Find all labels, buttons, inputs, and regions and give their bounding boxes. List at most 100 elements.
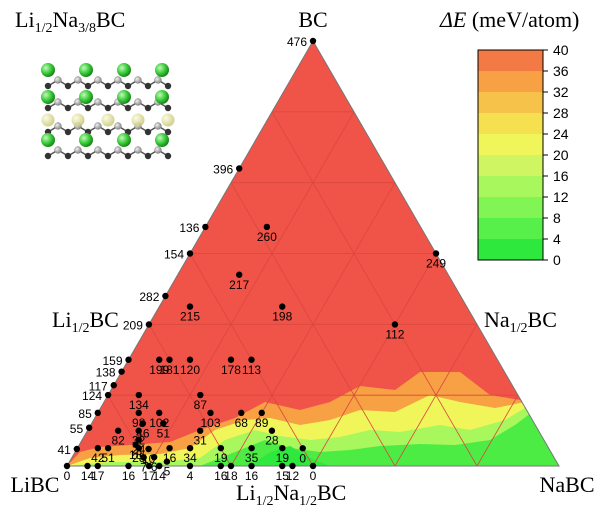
data-point bbox=[135, 391, 143, 399]
data-label: 217 bbox=[229, 278, 249, 292]
carbon-atom bbox=[104, 128, 112, 136]
data-point bbox=[258, 409, 265, 417]
data-point bbox=[156, 409, 163, 417]
data-label: 82 bbox=[111, 434, 125, 448]
data-point bbox=[104, 444, 112, 452]
data-label: 16 bbox=[163, 451, 177, 465]
data-label: 55 bbox=[70, 422, 84, 436]
data-point bbox=[156, 462, 163, 470]
data-label: 476 bbox=[287, 35, 307, 49]
data-label: 124 bbox=[82, 389, 102, 403]
data-label: 0 bbox=[64, 469, 71, 483]
boron-atom bbox=[134, 76, 142, 84]
vertex-label-top: BC bbox=[298, 7, 327, 32]
boron-atom bbox=[154, 146, 162, 154]
li-atom bbox=[155, 90, 169, 104]
data-label: 35 bbox=[245, 451, 259, 465]
data-point bbox=[84, 462, 91, 470]
data-label: 198 bbox=[272, 310, 292, 324]
boron-atom bbox=[134, 98, 142, 106]
data-label: 209 bbox=[123, 318, 143, 332]
boron-atom bbox=[74, 146, 82, 154]
data-label: 24 bbox=[132, 443, 146, 457]
data-label: 34 bbox=[183, 451, 197, 465]
data-label: 16 bbox=[122, 469, 136, 483]
data-label: 138 bbox=[96, 366, 116, 380]
carbon-atom bbox=[124, 152, 132, 160]
colorbar-band bbox=[478, 71, 543, 92]
data-point bbox=[160, 420, 167, 427]
carbon-atom bbox=[164, 82, 172, 90]
data-point bbox=[227, 356, 235, 363]
data-point bbox=[236, 165, 243, 172]
colorbar-band bbox=[478, 197, 543, 218]
carbon-atom bbox=[44, 152, 52, 160]
colorbar-band bbox=[478, 155, 543, 176]
data-label: 154 bbox=[164, 248, 184, 262]
colorbar-band bbox=[478, 176, 543, 197]
data-label: 6 bbox=[151, 460, 158, 474]
data-point bbox=[202, 223, 209, 231]
carbon-atom bbox=[64, 152, 72, 160]
colorbar-tick-label: 4 bbox=[553, 231, 561, 247]
data-point bbox=[279, 303, 286, 310]
data-point bbox=[135, 409, 142, 417]
data-point bbox=[248, 356, 255, 363]
carbon-atom bbox=[144, 104, 152, 112]
data-label: 85 bbox=[78, 407, 92, 421]
data-label: 178 bbox=[221, 363, 241, 377]
colorbar-tick-label: 12 bbox=[553, 189, 569, 205]
data-label: 120 bbox=[180, 363, 200, 377]
data-label: 199 bbox=[149, 363, 169, 377]
data-label: 0 bbox=[299, 451, 306, 465]
colorbar-band bbox=[478, 50, 543, 71]
data-label: 14 bbox=[81, 469, 95, 483]
data-point bbox=[145, 445, 152, 453]
vertex-label-right: NaBC bbox=[540, 472, 595, 497]
data-point bbox=[135, 427, 142, 434]
data-point bbox=[186, 356, 194, 363]
boron-atom bbox=[134, 146, 142, 154]
colorbar-tick-label: 0 bbox=[553, 252, 561, 268]
carbon-atom bbox=[44, 104, 52, 112]
boron-atom bbox=[114, 122, 122, 130]
carbon-atom bbox=[104, 104, 112, 112]
data-label: 181 bbox=[159, 363, 179, 377]
li-atom bbox=[117, 90, 131, 104]
data-label: 117 bbox=[89, 379, 108, 393]
data-label: 113 bbox=[242, 363, 261, 377]
data-label: 15 bbox=[276, 469, 290, 483]
structure-label: Li1/2Na3/8BC bbox=[15, 7, 125, 36]
data-label: 12 bbox=[286, 469, 300, 483]
colorbar-tick-label: 28 bbox=[553, 105, 569, 121]
boron-atom bbox=[154, 76, 162, 84]
data-point bbox=[289, 462, 296, 470]
region-green bbox=[67, 410, 559, 466]
data-point bbox=[432, 250, 440, 257]
carbon-atom bbox=[64, 82, 72, 90]
data-label: 102 bbox=[149, 416, 169, 430]
data-label: 215 bbox=[180, 310, 200, 324]
data-labels: 4763961361542822091591381171248555410260… bbox=[57, 35, 446, 483]
grid-line-na bbox=[476, 394, 519, 466]
data-point bbox=[156, 356, 163, 363]
carbon-atom bbox=[144, 152, 152, 160]
data-point bbox=[125, 462, 132, 470]
carbon-atom bbox=[104, 82, 112, 90]
data-point bbox=[248, 444, 255, 452]
colorbar-band bbox=[478, 218, 543, 239]
data-label: 17 bbox=[142, 469, 156, 483]
grid-line-na bbox=[148, 111, 355, 466]
data-point bbox=[163, 458, 171, 465]
data-point bbox=[263, 223, 271, 231]
data-point bbox=[114, 427, 122, 434]
li-atom bbox=[41, 63, 55, 77]
data-point bbox=[145, 462, 153, 470]
carbon-atom bbox=[124, 82, 132, 90]
data-label: 249 bbox=[426, 257, 446, 271]
edge-label-right-mid: Na1/2BC bbox=[484, 307, 557, 336]
carbon-atom bbox=[164, 128, 172, 136]
carbon-atom bbox=[84, 104, 92, 112]
data-point bbox=[73, 445, 81, 453]
grid-line-na bbox=[394, 324, 478, 466]
